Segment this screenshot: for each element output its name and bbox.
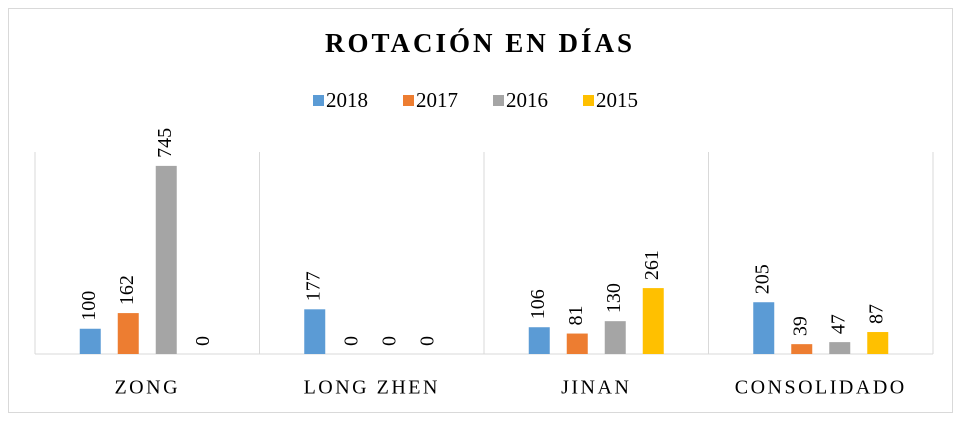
bar [604, 321, 626, 354]
data-label: 177 [302, 271, 324, 301]
bar [791, 344, 813, 354]
bar [566, 333, 588, 354]
legend-swatch [493, 95, 504, 106]
data-label: 87 [865, 304, 887, 324]
legend-label: 2018 [326, 88, 368, 112]
data-label: 100 [78, 291, 100, 321]
data-label: 261 [641, 250, 663, 280]
data-label: 0 [192, 336, 214, 346]
x-tick-label: ZONG [114, 377, 180, 399]
legend-label: 2016 [506, 88, 548, 112]
bar [117, 313, 139, 354]
legend-swatch [583, 95, 594, 106]
data-label: 0 [416, 336, 438, 346]
bar [304, 309, 326, 354]
legend-label: 2015 [596, 88, 638, 112]
legend-swatch [403, 95, 414, 106]
data-label: 130 [603, 283, 625, 313]
bar [642, 288, 664, 354]
bar [155, 165, 177, 354]
data-label: 0 [340, 336, 362, 346]
data-label: 106 [527, 289, 549, 319]
data-label: 81 [565, 306, 587, 326]
data-label: 47 [827, 314, 849, 334]
x-tick-label: JINAN [561, 377, 631, 399]
data-label: 39 [789, 316, 811, 336]
bar [79, 328, 101, 354]
data-label: 745 [154, 128, 176, 158]
data-label: 0 [378, 336, 400, 346]
x-tick-label: LONG ZHEN [304, 377, 440, 399]
legend-swatch [313, 95, 324, 106]
bar [829, 342, 851, 354]
bar [753, 302, 775, 354]
legend-label: 2017 [416, 88, 458, 112]
x-tick-label: CONSOLIDADO [735, 377, 907, 399]
data-label: 162 [116, 275, 138, 305]
bar [867, 332, 889, 354]
chart-title: ROTACIÓN EN DÍAS [325, 28, 635, 58]
data-label: 205 [751, 264, 773, 294]
bar [528, 327, 550, 354]
